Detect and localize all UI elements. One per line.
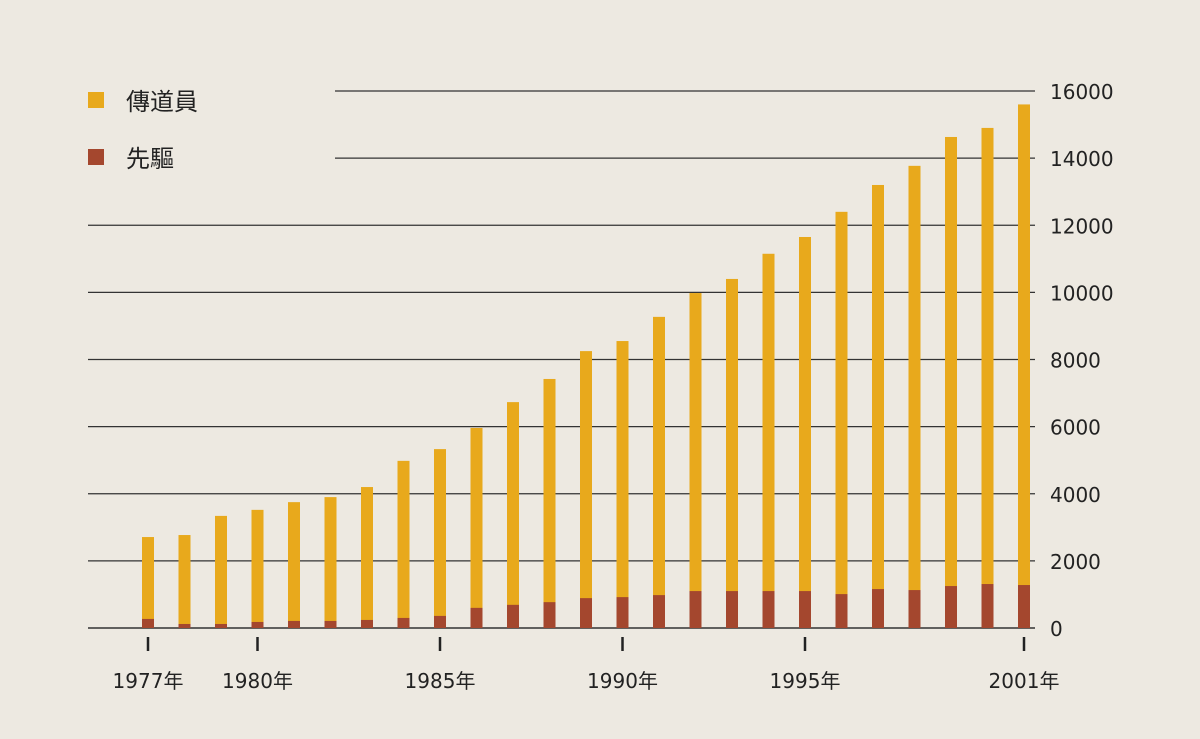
- bar-pioneers: [142, 618, 154, 628]
- bar-pioneers: [799, 591, 811, 628]
- bar-publishers: [689, 293, 702, 628]
- y-tick-label: 16000: [1050, 80, 1114, 104]
- bar-publishers: [361, 487, 373, 628]
- bar-pioneers: [762, 591, 775, 628]
- x-tick-label: 1985年: [405, 669, 476, 693]
- bar-publishers: [1018, 104, 1030, 629]
- bar-publishers: [799, 236, 811, 628]
- legend-swatch-publishers: [88, 91, 104, 108]
- bar-publishers: [872, 184, 884, 628]
- x-tick-label: 1990年: [587, 669, 658, 693]
- bar-pioneers: [507, 604, 519, 628]
- legend-swatch-pioneers: [88, 148, 104, 165]
- bar-pioneers: [251, 621, 264, 628]
- y-tick-label: 8000: [1050, 349, 1101, 373]
- bar-pioneers: [689, 591, 702, 628]
- bar-publishers: [507, 402, 519, 628]
- bar-publishers: [726, 278, 738, 628]
- bar-publishers: [762, 253, 775, 628]
- bar-publishers: [543, 378, 556, 628]
- bar-publishers: [580, 351, 592, 628]
- bar-publishers: [434, 449, 446, 628]
- bar-pioneers: [361, 619, 373, 628]
- bar-pioneers: [324, 620, 337, 628]
- y-tick-label: 10000: [1050, 281, 1114, 305]
- bar-pioneers: [726, 591, 738, 628]
- bar-publishers: [142, 537, 154, 628]
- x-tick-label: 1980年: [222, 669, 293, 693]
- bar-pioneers: [470, 607, 483, 628]
- bar-pioneers: [215, 623, 227, 628]
- bar-publishers: [945, 136, 957, 628]
- y-tick-label: 6000: [1050, 416, 1101, 440]
- bar-pioneers: [397, 617, 410, 628]
- bar-pioneers: [981, 584, 994, 628]
- bar-pioneers: [945, 586, 957, 628]
- x-tick-label: 2001年: [989, 669, 1060, 693]
- bar-pioneers: [616, 597, 629, 628]
- y-tick-label: 0: [1050, 617, 1063, 641]
- bar-pioneers: [872, 589, 884, 628]
- bar-pioneers: [178, 623, 191, 628]
- bar-publishers: [397, 460, 410, 628]
- x-tick-label: 1995年: [770, 669, 841, 693]
- legend-label-publishers: 傳道員: [126, 88, 198, 116]
- bar-pioneers: [835, 594, 848, 628]
- bar-publishers: [324, 497, 337, 628]
- bar-publishers: [908, 165, 921, 629]
- bar-pioneers: [288, 620, 300, 628]
- bar-publishers: [981, 127, 994, 628]
- bar-publishers: [288, 502, 300, 628]
- bar-pioneers: [580, 598, 592, 628]
- legend-item-publishers: 傳道員: [88, 82, 198, 117]
- bar-publishers: [835, 211, 848, 628]
- x-tick-label: 1977年: [113, 669, 184, 693]
- bar-publishers: [653, 316, 665, 628]
- bar-pioneers: [908, 590, 921, 628]
- bar-publishers: [470, 427, 483, 628]
- y-tick-label: 12000: [1050, 214, 1114, 238]
- bar-pioneers: [543, 602, 556, 628]
- bar-pioneers: [1018, 585, 1030, 628]
- bar-pioneers: [653, 595, 665, 628]
- legend-label-pioneers: 先驅: [126, 145, 174, 173]
- legend-item-pioneers: 先驅: [88, 139, 174, 174]
- bar-publishers: [178, 535, 191, 628]
- y-tick-label: 14000: [1050, 147, 1114, 171]
- y-tick-label: 2000: [1050, 550, 1101, 574]
- bar-publishers: [251, 509, 264, 628]
- y-tick-label: 4000: [1050, 483, 1101, 507]
- bar-publishers: [616, 341, 629, 628]
- bar-publishers: [215, 515, 227, 628]
- bar-pioneers: [434, 615, 446, 628]
